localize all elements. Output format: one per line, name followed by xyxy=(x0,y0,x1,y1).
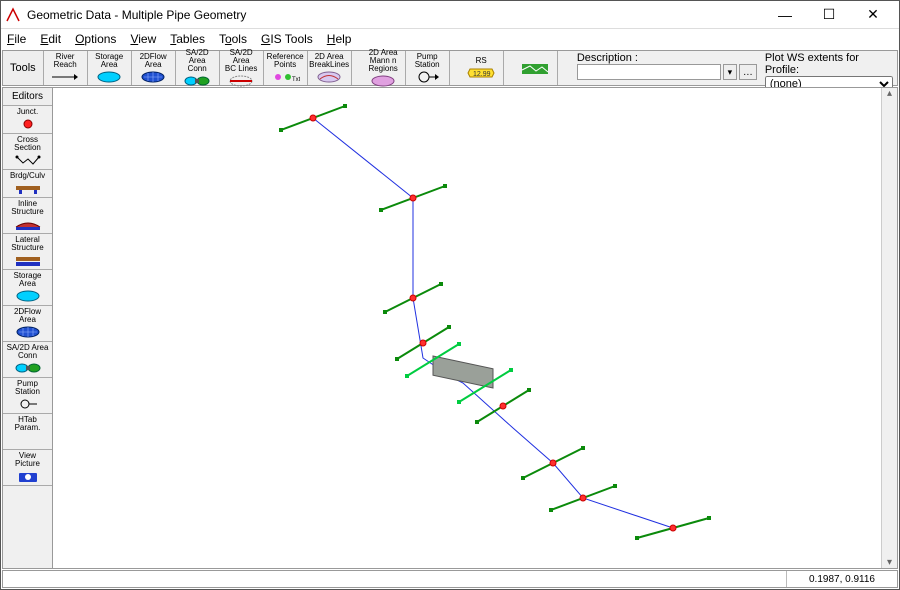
description-label: Description : xyxy=(577,52,757,64)
top-tool-sa-2d-area[interactable]: SA/2D AreaBC Lines xyxy=(220,51,264,85)
top-tool-storage[interactable]: StorageArea xyxy=(88,51,132,85)
top-tool-bg[interactable] xyxy=(514,51,558,85)
bridge-icon xyxy=(10,181,46,195)
mesh-blue-icon xyxy=(10,325,46,339)
xs-icon xyxy=(10,153,46,167)
top-tool-rs[interactable]: RS12.99 xyxy=(460,51,504,85)
breaklines-icon xyxy=(314,70,344,84)
none-icon xyxy=(10,433,46,447)
close-button[interactable]: ✕ xyxy=(851,2,895,28)
editors-sidebar: Editors Junct.CrossSectionBrdg/CulvInlin… xyxy=(3,88,53,568)
description-field-group: Description : ▾ … xyxy=(573,51,761,85)
menu-options[interactable]: Options xyxy=(75,32,116,46)
bg-icon xyxy=(520,62,550,76)
app-icon xyxy=(5,7,21,23)
side-tool-htab[interactable]: HTabParam. xyxy=(3,414,52,450)
svg-text:Txt: Txt xyxy=(292,77,300,83)
rs-icon: 12.99 xyxy=(466,66,496,80)
river-schematic xyxy=(53,88,885,568)
sidebar-label: Editors xyxy=(3,88,52,106)
conn-icon xyxy=(182,74,212,88)
side-tool-2dflow[interactable]: 2DFlowArea xyxy=(3,306,52,342)
lateral-icon xyxy=(10,253,46,267)
camera-icon xyxy=(10,469,46,483)
side-tool-sa-2d-area[interactable]: SA/2D AreaConn xyxy=(3,342,52,378)
toolbar-label: Tools xyxy=(3,51,44,85)
conn-icon xyxy=(10,361,46,375)
menu-view[interactable]: View xyxy=(130,32,156,46)
mesh-blue-icon xyxy=(138,70,168,84)
status-coords: 0.1987, 0.9116 xyxy=(787,571,897,587)
description-browse-button[interactable]: … xyxy=(739,64,757,80)
titlebar: Geometric Data - Multiple Pipe Geometry … xyxy=(1,1,899,29)
top-tool-2d-area[interactable]: 2D AreaMann nRegions xyxy=(362,51,406,85)
top-tool-2dflow[interactable]: 2DFlowArea xyxy=(132,51,176,85)
blob-cyan-icon xyxy=(10,289,46,303)
mann-icon xyxy=(368,74,398,88)
pump-icon xyxy=(412,70,442,84)
window-title: Geometric Data - Multiple Pipe Geometry xyxy=(27,8,763,22)
blob-cyan-icon xyxy=(94,70,124,84)
side-tool-junct-[interactable]: Junct. xyxy=(3,106,52,134)
menu-edit[interactable]: Edit xyxy=(40,32,61,46)
menu-tools[interactable]: Tools xyxy=(219,32,247,46)
side-tool-inline[interactable]: InlineStructure xyxy=(3,198,52,234)
plot-ws-group: Plot WS extents for Profile: (none) xyxy=(761,51,897,85)
maximize-button[interactable]: ☐ xyxy=(807,2,851,28)
top-tool-2d-area[interactable]: 2D AreaBreakLines xyxy=(308,51,352,85)
top-toolbar: Tools RiverReachStorageArea2DFlowAreaSA/… xyxy=(2,50,898,86)
side-tool-pump[interactable]: PumpStation xyxy=(3,378,52,414)
menu-file[interactable]: File xyxy=(7,32,26,46)
side-tool-cross[interactable]: CrossSection xyxy=(3,134,52,170)
description-spinner[interactable]: ▾ xyxy=(723,64,737,80)
side-tool-storage[interactable]: StorageArea xyxy=(3,270,52,306)
description-input[interactable] xyxy=(577,64,721,80)
side-tool-brdg-culv[interactable]: Brdg/Culv xyxy=(3,170,52,198)
top-tool-pump[interactable]: PumpStation xyxy=(406,51,450,85)
statusbar: 0.1987, 0.9116 xyxy=(2,570,898,588)
side-tool-lateral[interactable]: LateralStructure xyxy=(3,234,52,270)
menu-gis-tools[interactable]: GIS Tools xyxy=(261,32,313,46)
vertical-scrollbar[interactable] xyxy=(881,88,897,568)
pump-sm-icon xyxy=(10,397,46,411)
arrow-icon xyxy=(50,70,80,84)
svg-text:12.99: 12.99 xyxy=(473,71,491,78)
bclines-icon xyxy=(226,74,256,88)
top-tool-sa-2d-area[interactable]: SA/2D AreaConn xyxy=(176,51,220,85)
side-tool-view[interactable]: ViewPicture xyxy=(3,450,52,486)
top-tool-reference[interactable]: ReferencePointsTxt xyxy=(264,51,308,85)
menu-tables[interactable]: Tables xyxy=(170,32,205,46)
menubar: File Edit Options View Tables Tools GIS … xyxy=(1,29,899,49)
plot-ws-label: Plot WS extents for Profile: xyxy=(765,52,893,76)
top-tool-river[interactable]: RiverReach xyxy=(44,51,88,85)
inline-icon xyxy=(10,217,46,231)
red-dot-icon xyxy=(10,117,46,131)
minimize-button[interactable]: — xyxy=(763,2,807,28)
menu-help[interactable]: Help xyxy=(327,32,352,46)
schematic-canvas[interactable] xyxy=(53,88,881,568)
refpts-icon: Txt xyxy=(270,70,300,84)
